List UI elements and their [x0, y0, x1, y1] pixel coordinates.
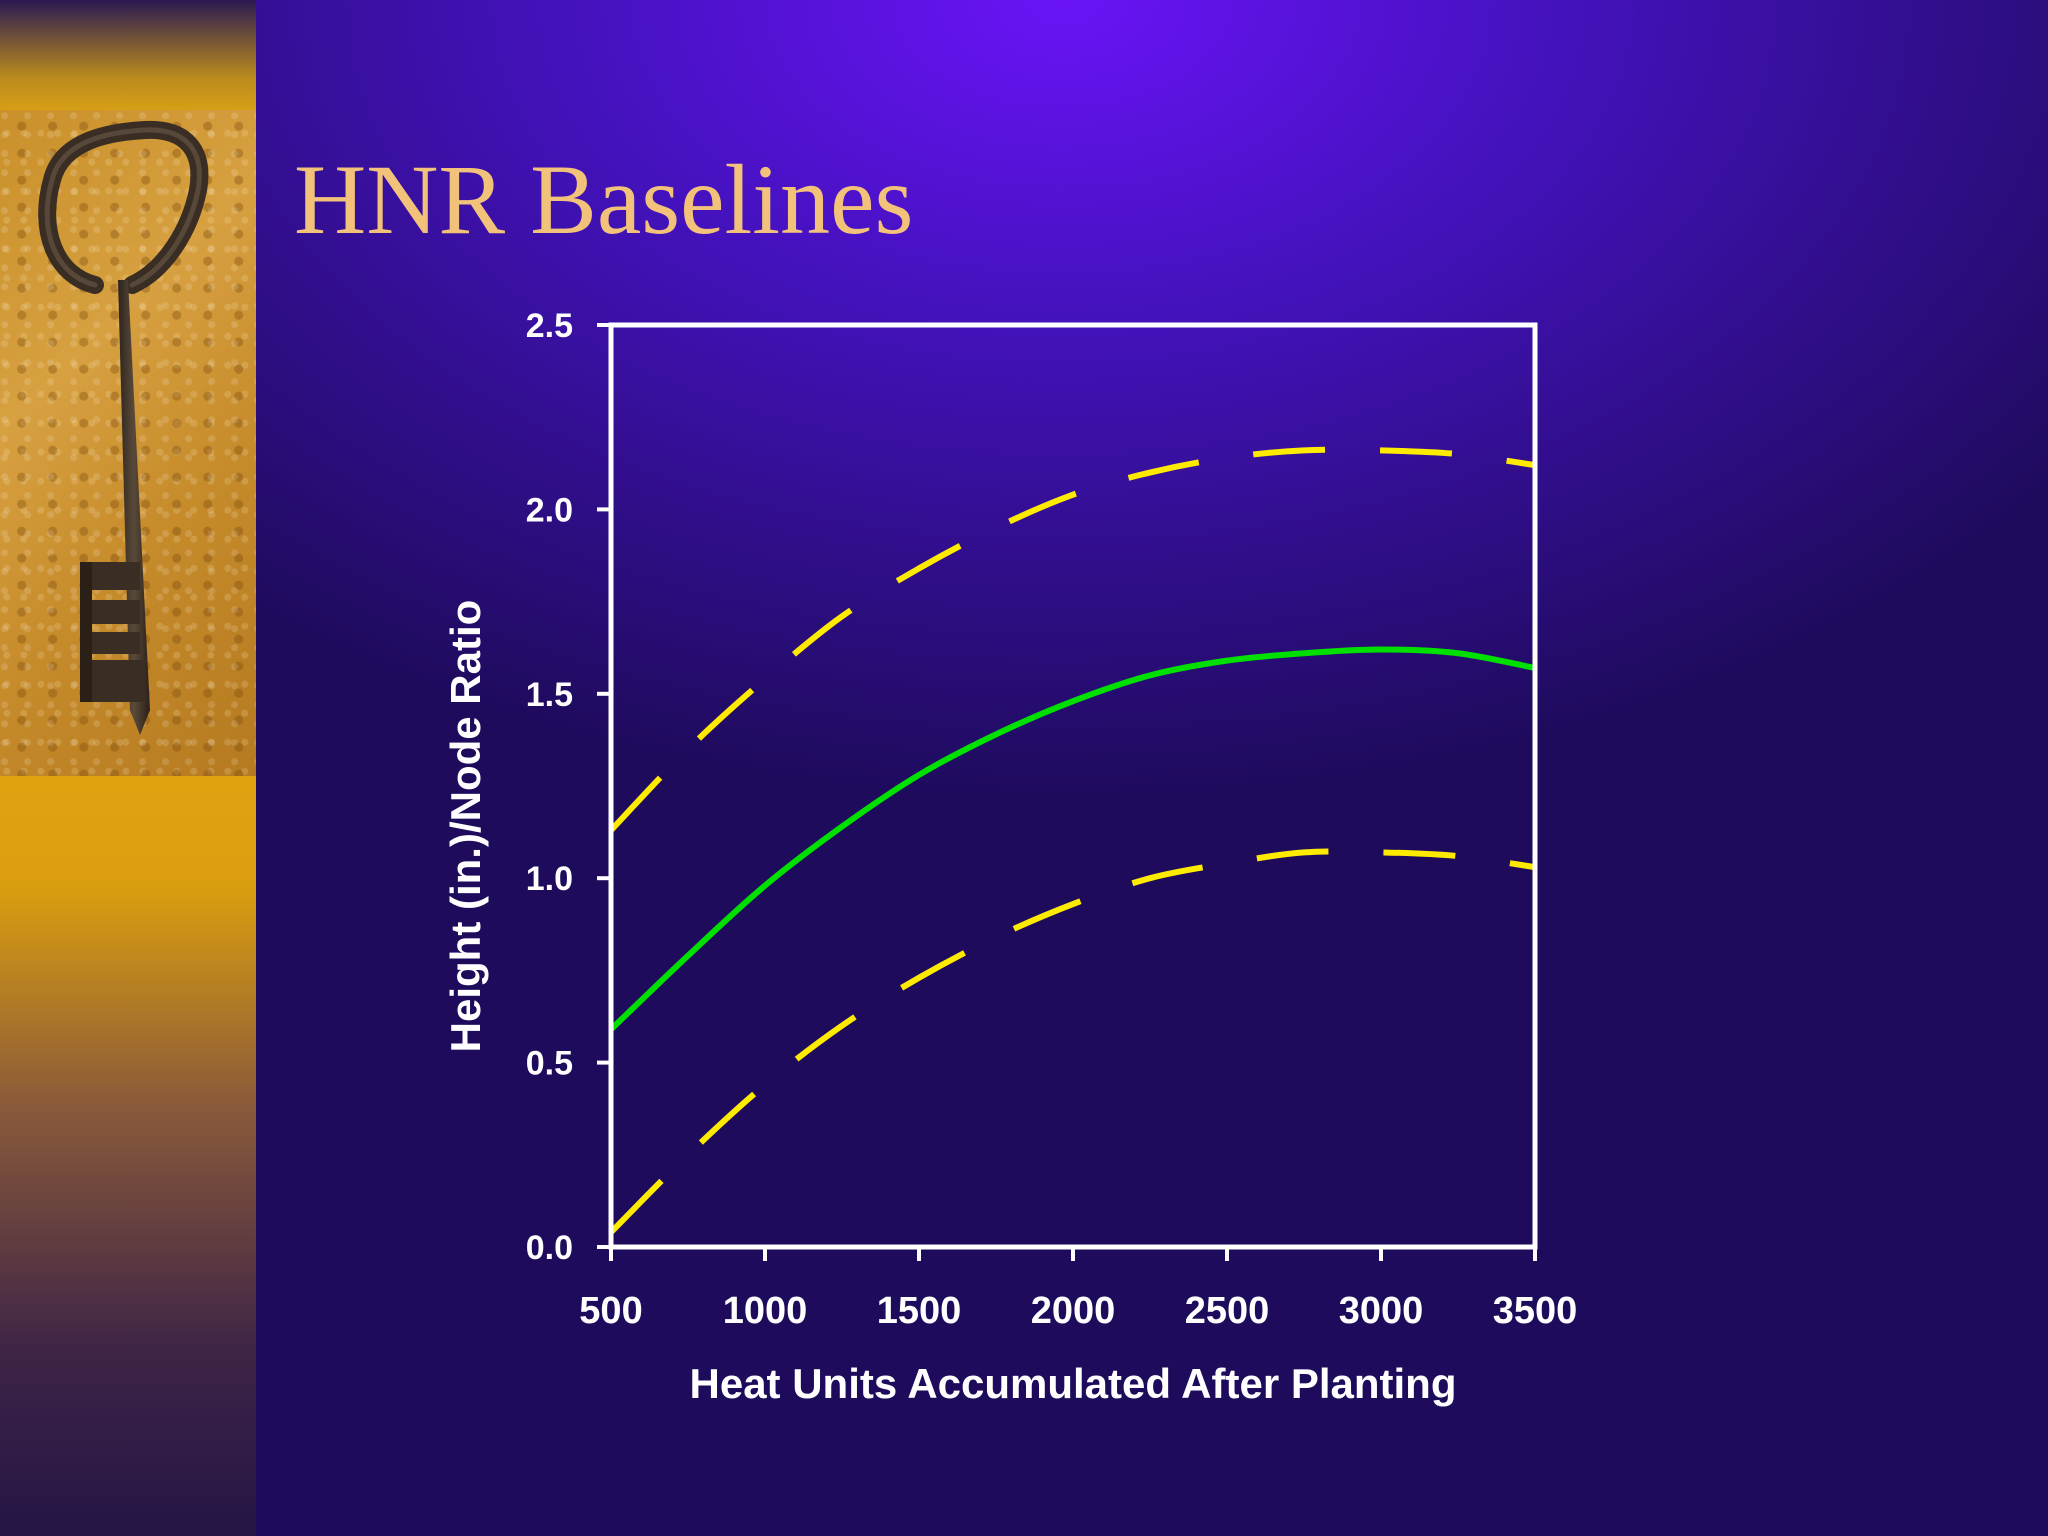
x-tick-label: 3000	[1339, 1290, 1424, 1332]
x-tick-label: 1500	[877, 1290, 962, 1332]
x-tick-label: 1000	[723, 1290, 808, 1332]
y-tick-label: 0.5	[526, 1045, 573, 1083]
x-axis-label: Heat Units Accumulated After Planting	[690, 1360, 1457, 1407]
slide-glow	[256, 0, 2048, 800]
series-line-3	[608, 848, 1536, 1235]
key-photo	[0, 110, 256, 776]
key-icon	[38, 120, 209, 735]
x-tick-label: 3500	[1493, 1290, 1578, 1332]
y-tick-label: 2.0	[526, 491, 573, 529]
x-tick-label: 500	[579, 1290, 642, 1332]
y-tick-label: 2.5	[526, 307, 573, 345]
series-line-2	[608, 646, 1536, 1032]
y-tick-label: 1.5	[526, 676, 573, 714]
y-tick-label: 0.0	[526, 1229, 573, 1267]
slide-title: HNR Baselines	[294, 144, 914, 255]
x-tick-label: 2500	[1185, 1290, 1270, 1332]
plot-frame	[608, 322, 1538, 1250]
series-line-1	[608, 446, 1536, 833]
y-axis-label: Height (in.)/Node Ratio	[442, 600, 489, 1053]
y-tick-label: 1.0	[526, 860, 573, 898]
x-tick-label: 2000	[1031, 1290, 1116, 1332]
